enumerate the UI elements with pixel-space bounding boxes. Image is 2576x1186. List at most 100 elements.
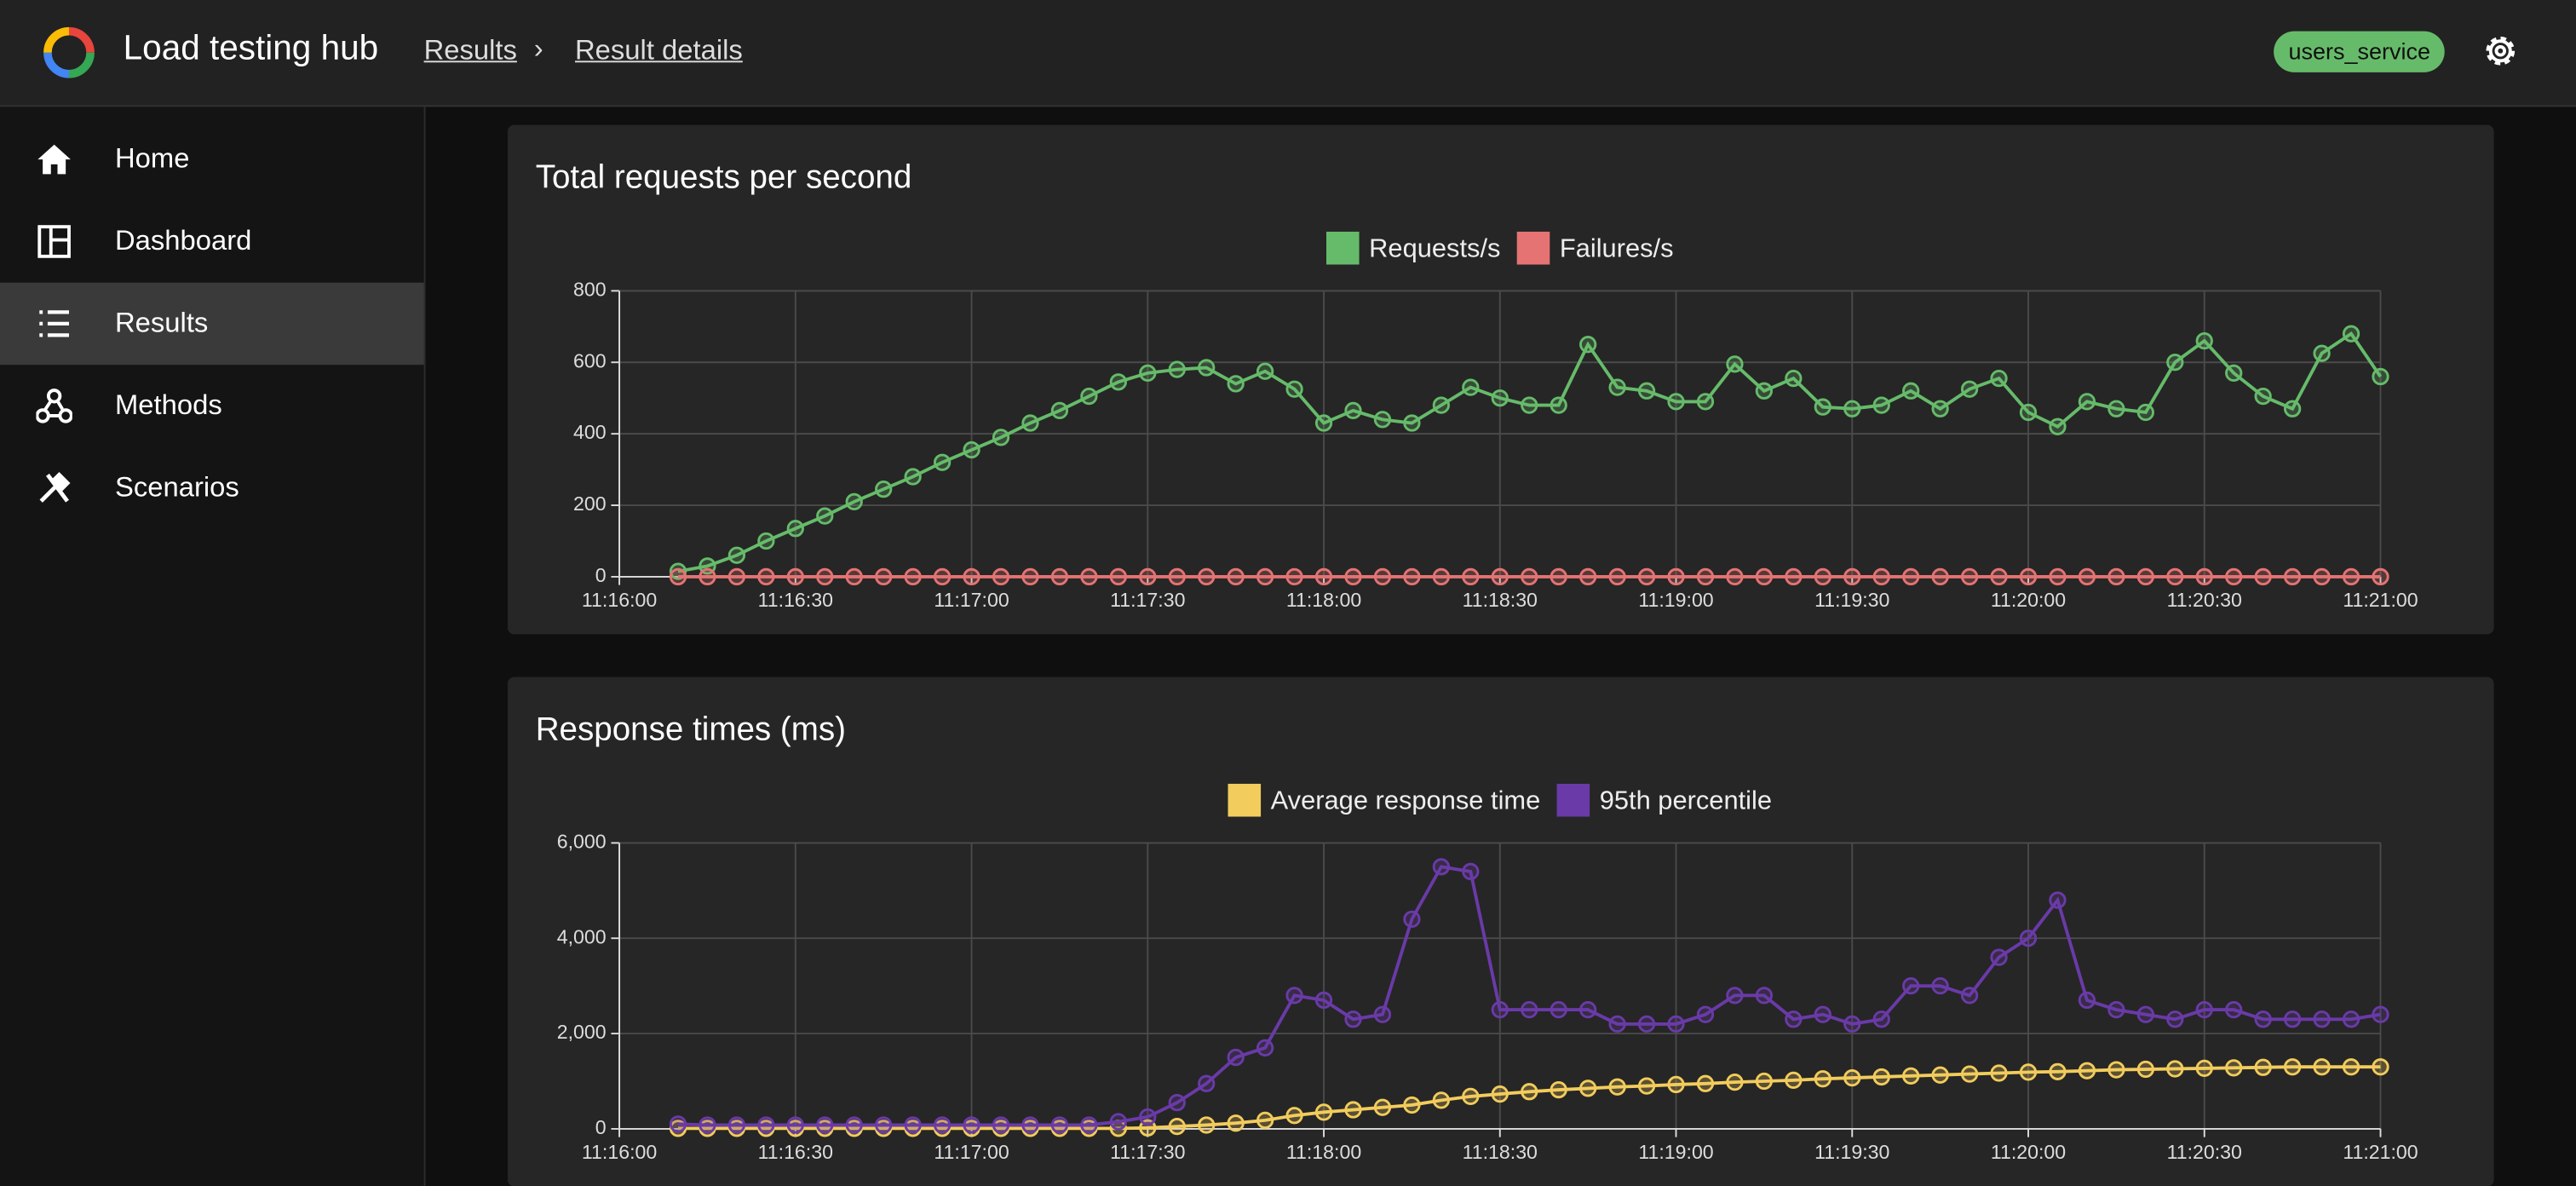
data-point — [757, 532, 775, 550]
breadcrumb-link[interactable]: Results — [423, 34, 517, 66]
data-point — [1755, 567, 1774, 586]
data-point — [1843, 400, 1861, 417]
legend-label[interactable]: 95th percentile — [1600, 785, 1772, 815]
data-point — [1198, 1074, 1216, 1092]
data-point — [2107, 1061, 2125, 1079]
data-point — [1785, 1071, 1803, 1090]
x-tick-label: 11:19:30 — [1814, 1141, 1889, 1163]
nav-scenarios[interactable]: Scenarios — [0, 447, 424, 529]
data-point — [1168, 1094, 1186, 1112]
data-point — [786, 567, 804, 586]
data-point — [1814, 1070, 1831, 1088]
data-point — [1960, 380, 1979, 398]
x-tick-label: 11:20:00 — [1991, 1141, 2066, 1163]
data-point — [727, 546, 746, 564]
data-point — [786, 1116, 804, 1134]
app-title: Load testing hub — [123, 29, 379, 68]
data-point — [1021, 567, 1039, 586]
data-point — [963, 1116, 980, 1134]
x-tick-label: 11:19:00 — [1638, 589, 1713, 611]
data-point — [2019, 1063, 2038, 1081]
data-point — [1637, 567, 1656, 586]
x-tick-label: 11:18:30 — [1463, 589, 1538, 611]
data-point — [1902, 977, 1920, 995]
breadcrumb-current[interactable]: Result details — [574, 34, 743, 66]
data-point — [2372, 567, 2389, 586]
data-point — [2225, 567, 2243, 586]
legend-label[interactable]: Average response time — [1271, 785, 1541, 815]
x-tick-label: 11:18:30 — [1463, 1141, 1538, 1163]
data-point — [816, 507, 834, 525]
data-point — [1256, 1039, 1274, 1056]
data-point — [2342, 567, 2360, 586]
data-point — [669, 567, 687, 586]
data-point — [963, 567, 980, 586]
data-point — [1667, 567, 1685, 586]
data-point — [875, 567, 893, 586]
data-point — [2284, 400, 2302, 417]
data-point — [2313, 1010, 2331, 1028]
data-point — [2107, 567, 2125, 586]
data-point — [727, 1116, 746, 1134]
series-line — [677, 865, 2381, 1127]
settings-button[interactable] — [2481, 32, 2520, 71]
x-tick-label: 11:21:00 — [2343, 589, 2418, 611]
chart-panel: Response times (ms) 0 2,000 4,000 6,000 11:16… — [507, 676, 2494, 1186]
data-point — [1521, 1000, 1538, 1019]
data-point — [2195, 567, 2213, 586]
data-point — [2254, 567, 2272, 586]
data-point — [1198, 567, 1216, 586]
series-line — [677, 1065, 2381, 1131]
data-point — [2254, 387, 2272, 406]
data-point — [992, 567, 1010, 586]
data-point — [904, 1116, 922, 1134]
y-tick-label: 6,000 — [557, 830, 607, 852]
data-point — [1990, 948, 2008, 966]
icon — [36, 389, 72, 423]
data-point — [1109, 567, 1127, 586]
data-point — [933, 453, 952, 471]
data-point — [2372, 1058, 2389, 1076]
data-point — [1256, 1111, 1274, 1129]
data-point — [1050, 401, 1069, 420]
nav-label: Home — [114, 142, 190, 175]
data-point — [2049, 567, 2067, 586]
nav-dashboard[interactable]: Dashboard — [0, 200, 424, 282]
data-point — [1696, 393, 1715, 411]
x-tick-label: 11:16:00 — [582, 1141, 657, 1163]
data-point — [1403, 567, 1421, 586]
data-point — [816, 567, 834, 586]
nav-home[interactable]: Home — [0, 118, 424, 200]
data-point — [1314, 1103, 1333, 1121]
nav-results[interactable]: Results — [0, 282, 424, 366]
data-point — [1462, 1087, 1480, 1106]
data-point — [1168, 567, 1186, 586]
breadcrumb-separator: › — [533, 32, 543, 65]
data-point — [1726, 1073, 1744, 1091]
data-point — [933, 567, 952, 586]
data-point — [1080, 387, 1098, 406]
data-point — [1637, 382, 1656, 400]
data-point — [1902, 1067, 1920, 1085]
legend-label[interactable]: Failures/s — [1560, 233, 1674, 262]
data-point — [2225, 1000, 2243, 1019]
x-tick-label: 11:17:30 — [1110, 589, 1185, 611]
data-point — [786, 520, 804, 538]
x-tick-label: 11:17:00 — [934, 589, 1009, 611]
service-badge: users_service — [2274, 31, 2446, 72]
data-point — [2342, 1058, 2360, 1076]
legend-label[interactable]: Requests/s — [1369, 233, 1500, 262]
data-point — [1843, 1068, 1861, 1087]
y-tick-label: 0 — [595, 564, 607, 586]
data-point — [1608, 378, 1626, 396]
y-tick-label: 400 — [573, 421, 607, 443]
legend-swatch — [1516, 231, 1550, 265]
data-point — [1227, 1048, 1245, 1067]
legend: Requests/s Failures/s — [1325, 231, 1674, 265]
data-point — [2049, 1062, 2067, 1080]
data-point — [2372, 367, 2389, 386]
data-point — [1344, 567, 1362, 586]
nav-methods[interactable]: Methods — [0, 365, 424, 446]
x-tick-label: 11:20:00 — [1991, 589, 2066, 611]
data-point — [669, 562, 687, 580]
